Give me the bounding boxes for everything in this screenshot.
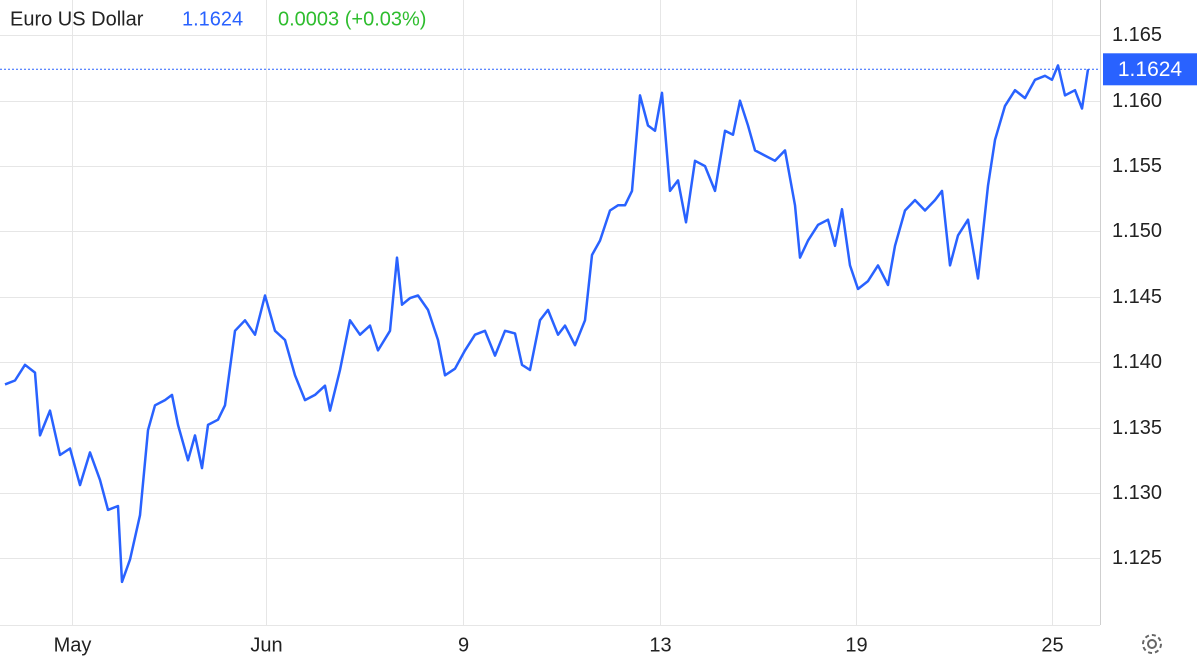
header-price: 1.1624	[182, 8, 243, 30]
y-tick-label: 1.140	[1112, 351, 1162, 373]
grid	[0, 0, 1100, 625]
x-tick-label: 13	[649, 634, 671, 656]
last-price-label: 1.1624	[1118, 58, 1183, 81]
x-tick-label: May	[54, 634, 92, 656]
y-tick-label: 1.155	[1112, 155, 1162, 177]
settings-icon[interactable]	[1142, 634, 1162, 654]
y-tick-label: 1.150	[1112, 220, 1162, 242]
y-tick-label: 1.130	[1112, 482, 1162, 504]
y-tick-label: 1.160	[1112, 90, 1162, 112]
header-change: 0.0003 (+0.03%)	[278, 8, 426, 30]
x-tick-label: Jun	[250, 634, 282, 656]
chart-title: Euro US Dollar	[10, 8, 144, 30]
price-line	[4, 64, 1090, 584]
x-tick-label: 25	[1041, 634, 1063, 656]
x-tick-label: 19	[845, 634, 867, 656]
x-tick-label: 9	[458, 634, 469, 656]
y-tick-label: 1.135	[1112, 417, 1162, 439]
y-tick-label: 1.145	[1112, 286, 1162, 308]
last-price-box	[1103, 53, 1197, 86]
y-tick-label: 1.125	[1112, 547, 1162, 569]
y-tick-label: 1.165	[1112, 24, 1162, 46]
